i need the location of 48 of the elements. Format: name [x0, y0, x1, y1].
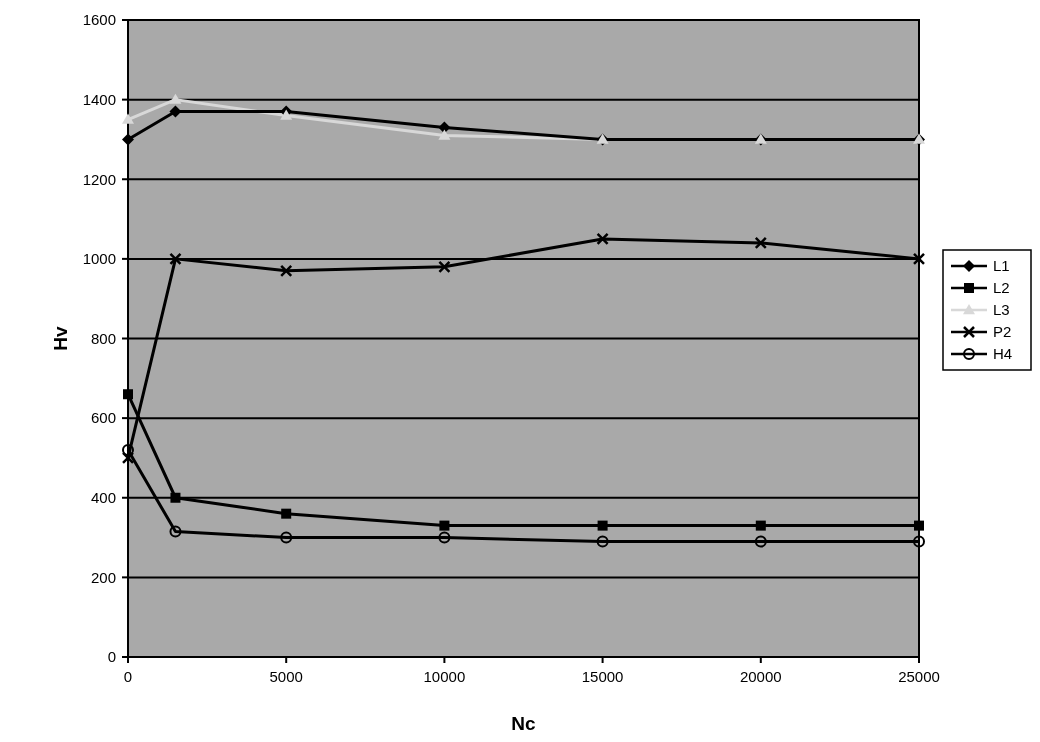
point: [279, 264, 293, 278]
point: [754, 535, 767, 548]
point: [597, 520, 608, 531]
legend-label: H4: [993, 345, 1013, 363]
point: [121, 451, 135, 465]
y-tick-label: 800: [90, 329, 116, 347]
y-tick-label: 1000: [82, 250, 116, 268]
x-axis-title: Nc: [511, 713, 537, 734]
y-tick-label: 1600: [82, 11, 116, 29]
x-tick-label: 10000: [423, 668, 466, 685]
y-tick-label: 200: [90, 568, 116, 586]
point: [913, 535, 925, 548]
legend-label: L3: [993, 301, 1010, 319]
point: [914, 520, 924, 531]
x-tick-label: 5000: [269, 668, 303, 685]
y-axis-title: Hv: [49, 325, 71, 351]
legend-label: L1: [993, 257, 1010, 275]
point: [123, 389, 133, 400]
x-tick-label: 20000: [739, 668, 782, 685]
point: [754, 236, 768, 250]
point: [755, 520, 766, 531]
point: [596, 535, 609, 548]
point: [438, 531, 451, 544]
point: [170, 492, 181, 503]
point: [122, 113, 134, 124]
x-tick-label: 25000: [898, 668, 940, 685]
point: [439, 520, 450, 531]
point: [122, 133, 134, 146]
x-tick-label: 0: [123, 668, 133, 685]
point: [912, 252, 926, 266]
point: [122, 443, 134, 456]
y-tick-label: 400: [90, 489, 116, 506]
legend-label: P2: [993, 323, 1012, 341]
y-tick-label: 1200: [82, 170, 116, 188]
legend-label: L2: [993, 279, 1010, 297]
point: [169, 525, 182, 538]
point: [596, 232, 609, 246]
point: [438, 129, 451, 140]
x-tick-label: 15000: [581, 668, 624, 685]
point: [169, 252, 182, 266]
point: [280, 109, 293, 120]
point: [280, 531, 293, 544]
point: [169, 93, 182, 104]
y-tick-label: 600: [90, 409, 116, 427]
y-tick-label: 0: [107, 648, 116, 666]
point: [438, 260, 451, 274]
y-tick-label: 1400: [82, 90, 116, 108]
point: [281, 508, 292, 519]
